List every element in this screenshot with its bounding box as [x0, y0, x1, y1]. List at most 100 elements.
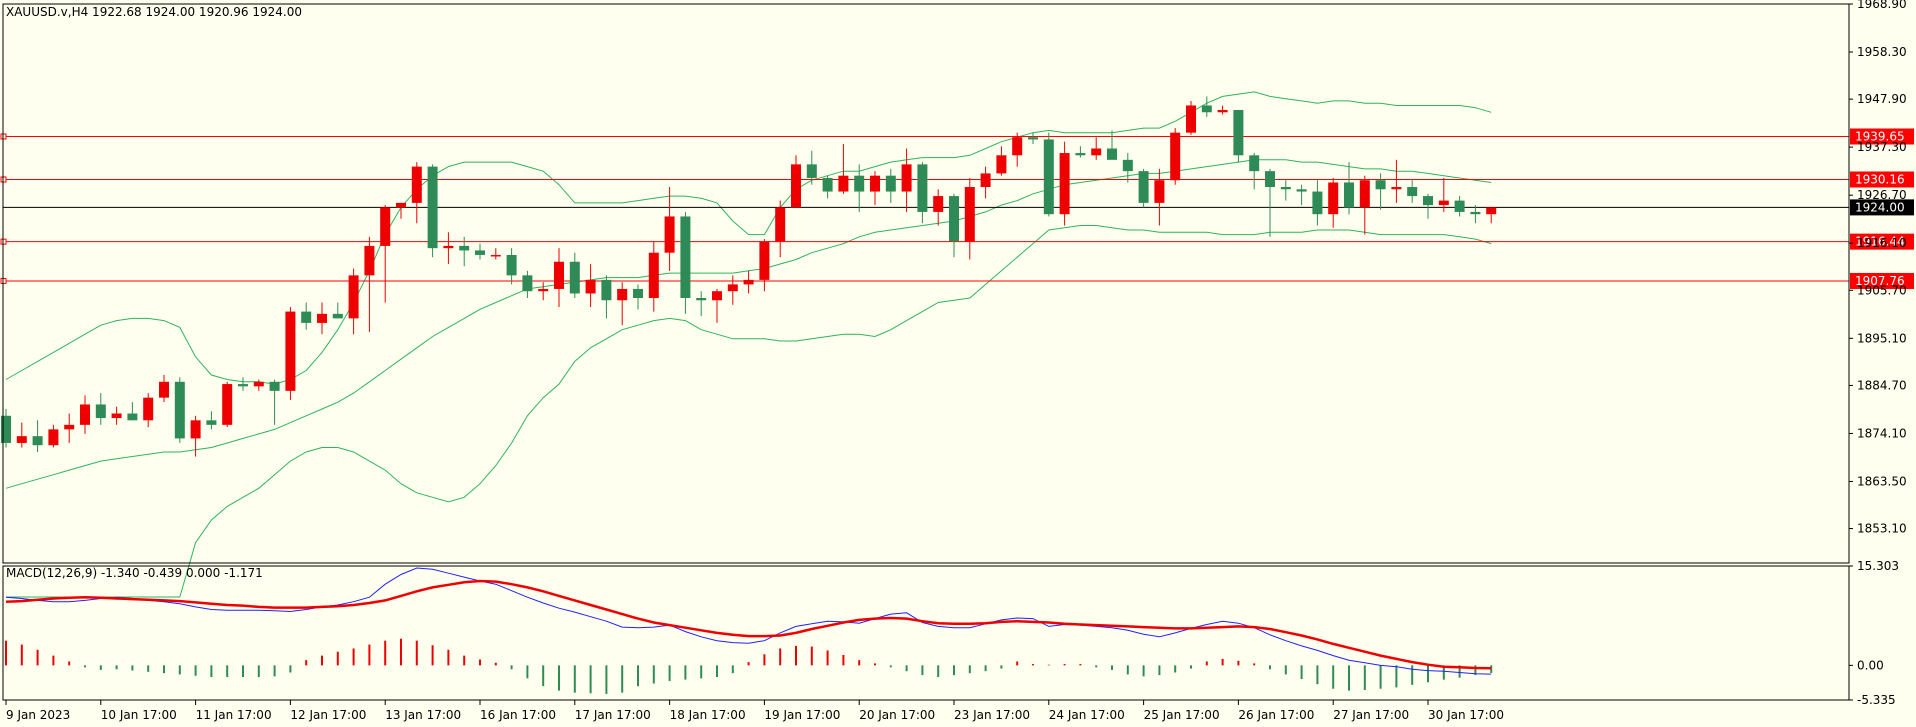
candle-body — [95, 404, 106, 419]
candle-body — [222, 384, 233, 425]
candle-body — [664, 216, 675, 253]
symbol-info-label: XAUUSD.v,H4 1922.68 1924.00 1920.96 1924… — [6, 5, 302, 19]
time-tick-label: 23 Jan 17:00 — [954, 708, 1030, 722]
time-tick-label: 12 Jan 17:00 — [290, 708, 366, 722]
candle-body — [1407, 187, 1418, 197]
candle-body — [80, 404, 90, 425]
candle-body — [127, 413, 138, 421]
candle-body — [1043, 139, 1054, 215]
candle-body — [822, 177, 833, 192]
candle-body — [585, 279, 596, 294]
price-tick-label: 1926.70 — [1857, 188, 1907, 202]
candle-body — [1217, 110, 1228, 113]
candle-body — [1012, 137, 1023, 156]
candle-body — [1344, 182, 1354, 208]
current-price-label: 1924.00 — [1855, 200, 1905, 214]
candle-body — [1154, 180, 1165, 203]
candle-body — [269, 381, 280, 391]
candle-body — [1280, 187, 1291, 190]
candle-body — [364, 245, 375, 276]
candle-body — [238, 384, 248, 387]
candle-body — [16, 436, 27, 443]
candle-body — [1138, 171, 1149, 203]
candle-body — [317, 313, 327, 323]
time-tick-label: 9 Jan 2023 — [6, 708, 70, 722]
macd-tick-label: 15.303 — [1857, 559, 1899, 573]
candle-body — [332, 313, 343, 319]
candle-body — [1486, 207, 1497, 215]
time-tick-label: 27 Jan 17:00 — [1333, 708, 1409, 722]
candle-body — [253, 381, 264, 387]
macd-tick-label: -5.335 — [1857, 693, 1896, 707]
bollinger-upper-line — [5, 91, 1492, 385]
time-tick-label: 19 Jan 17:00 — [764, 708, 840, 722]
time-tick-label: 20 Jan 17:00 — [859, 708, 935, 722]
candle-body — [696, 297, 707, 301]
price-tick-label: 1884.70 — [1857, 378, 1907, 392]
candle-body — [159, 381, 169, 398]
candle-body — [490, 254, 501, 257]
candle-body — [917, 164, 928, 212]
candle-body — [1375, 180, 1386, 190]
time-tick-label: 18 Jan 17:00 — [670, 708, 746, 722]
candle-body — [538, 288, 549, 292]
candle-body — [1, 415, 11, 443]
candle-body — [301, 311, 312, 323]
candles — [1, 96, 1497, 457]
macd-pane — [5, 567, 1493, 694]
candle-body — [1249, 155, 1260, 172]
time-tick-label: 24 Jan 17:00 — [1049, 708, 1125, 722]
time-tick-label: 25 Jan 17:00 — [1144, 708, 1220, 722]
time-tick-label: 30 Jan 17:00 — [1428, 708, 1504, 722]
level-label: 1916.44 — [1855, 235, 1905, 249]
candle-body — [1075, 153, 1086, 156]
candle-body — [838, 175, 849, 192]
candle-body — [775, 207, 786, 242]
price-tick-label: 1895.10 — [1857, 331, 1907, 345]
candle-body — [206, 420, 217, 425]
candle-body — [933, 196, 944, 212]
level-label-box — [1850, 233, 1914, 250]
candle-body — [1359, 180, 1370, 208]
candle-body — [443, 245, 454, 249]
candle-body — [1391, 187, 1402, 190]
price-tick-label: 1863.50 — [1857, 474, 1907, 488]
candle-body — [1233, 110, 1244, 156]
candle-body — [554, 261, 564, 289]
level-label: 1939.65 — [1855, 130, 1905, 144]
bollinger-bands — [5, 91, 1492, 598]
price-tick-label: 1937.30 — [1857, 140, 1907, 154]
macd-signal-line — [5, 579, 1492, 670]
macd-info-label: MACD(12,26,9) -1.340 -0.439 0.000 -1.171 — [6, 566, 263, 580]
macd-pane-frame — [2, 565, 1850, 701]
candle-body — [1423, 196, 1433, 206]
price-tick-label: 1968.90 — [1857, 0, 1907, 11]
candle-body — [601, 279, 612, 301]
candle-body — [1312, 191, 1323, 215]
candle-body — [949, 196, 959, 242]
price-tick-label: 1905.70 — [1857, 283, 1907, 297]
bollinger-lower-line — [6, 225, 1492, 598]
candle-body — [1028, 137, 1038, 140]
candle-body — [1107, 148, 1117, 160]
time-tick-label: 11 Jan 17:00 — [196, 708, 272, 722]
candle-body — [1438, 200, 1449, 206]
candle-body — [143, 397, 154, 421]
candle-body — [459, 245, 470, 251]
candle-body — [901, 164, 912, 192]
candle-body — [791, 164, 801, 208]
candle-body — [870, 175, 880, 192]
time-tick-label: 16 Jan 17:00 — [480, 708, 556, 722]
candle-body — [569, 261, 580, 294]
candle-body — [348, 275, 359, 319]
level-label-box — [1850, 171, 1914, 188]
candle-body — [759, 241, 770, 280]
level-label: 1930.16 — [1855, 172, 1905, 186]
candle-body — [1470, 211, 1481, 215]
candle-body — [111, 413, 122, 419]
candle-body — [712, 291, 722, 301]
price-tick-label: 1853.10 — [1857, 522, 1907, 536]
price-tick-label: 1947.90 — [1857, 92, 1907, 106]
